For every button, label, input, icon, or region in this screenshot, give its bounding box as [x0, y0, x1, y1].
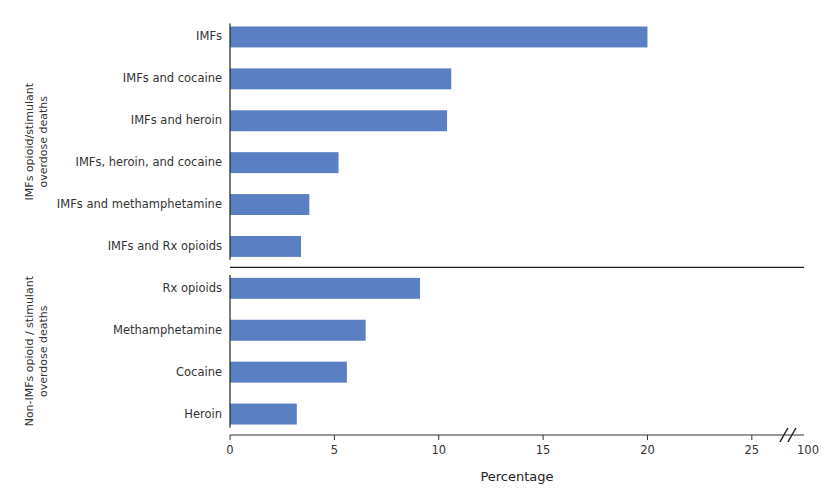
category-label: IMFs and methamphetamine — [57, 197, 222, 211]
group-bracket — [229, 275, 230, 428]
bar — [230, 278, 420, 299]
bar — [230, 68, 451, 89]
chart: IMFs IMFs and cocaine IMFs and heroin IMFs,… — [0, 0, 834, 493]
x-tick-label: 5 — [331, 443, 338, 457]
annotation: 100 — [797, 443, 819, 457]
x-tick-label: 10 — [431, 443, 446, 457]
bar — [230, 26, 647, 47]
category-label: IMFs, heroin, and cocaine — [76, 155, 222, 169]
x-axis-label: Percentage — [480, 469, 553, 484]
category-label: IMFs — [196, 29, 222, 43]
bars — [230, 26, 647, 424]
x-tick-label: 25 — [744, 443, 759, 457]
category-label: IMFs and cocaine — [123, 71, 222, 85]
category-label: Methamphetamine — [113, 323, 222, 337]
category-label: IMFs and Rx opioids — [108, 239, 222, 253]
category-label: Heroin — [184, 407, 222, 421]
bar — [230, 404, 297, 425]
bar — [230, 152, 339, 173]
bar — [230, 236, 301, 257]
group-separator — [230, 267, 804, 268]
bar — [230, 194, 309, 215]
category-label: IMFs and heroin — [131, 113, 222, 127]
bar — [230, 110, 447, 131]
category-label: Rx opioids — [162, 281, 222, 295]
axis-break — [788, 428, 796, 442]
x-axis-line — [230, 435, 804, 436]
x-tick-label: 15 — [536, 443, 551, 457]
x-tick — [438, 435, 439, 440]
x-tick — [543, 435, 544, 440]
x-tick-label: 0 — [226, 443, 233, 457]
bar — [230, 362, 347, 383]
axis-break — [780, 428, 788, 442]
bar — [230, 320, 366, 341]
group-label: IMFs opioid/stimulantoverdose deaths — [23, 82, 50, 200]
x-tick — [647, 435, 648, 440]
group-label: Non-IMFs opioid / stimulantoverdose deat… — [23, 275, 50, 426]
x-tick — [751, 435, 752, 440]
group-bracket — [229, 24, 230, 260]
x-tick-label: 20 — [640, 443, 655, 457]
x-tick — [230, 435, 231, 440]
category-label: Cocaine — [176, 365, 222, 379]
x-tick — [334, 435, 335, 440]
